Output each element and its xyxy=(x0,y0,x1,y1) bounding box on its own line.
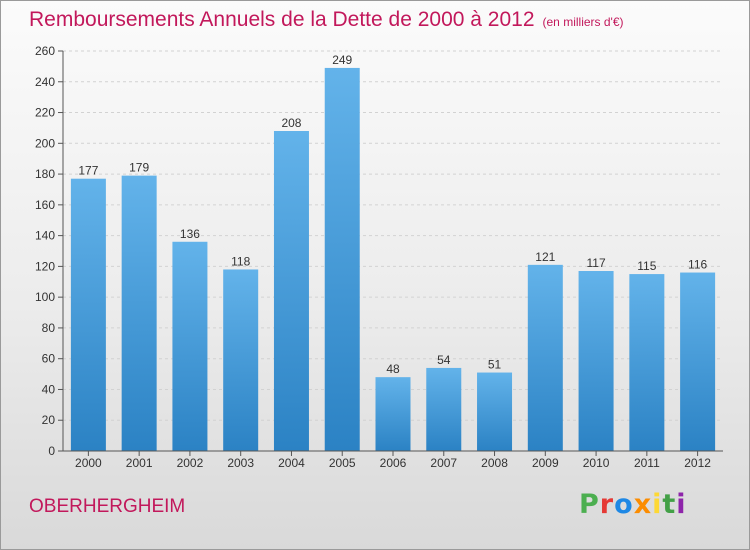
y-tick-label: 60 xyxy=(42,352,56,366)
bar-value-label: 249 xyxy=(332,53,352,67)
x-tick-label: 2011 xyxy=(634,456,660,470)
logo-letter: t xyxy=(662,489,677,520)
bar xyxy=(578,271,614,451)
bar-value-label: 136 xyxy=(180,227,200,241)
y-tick-label: 140 xyxy=(35,229,55,243)
bar xyxy=(629,274,665,451)
y-tick-label: 260 xyxy=(35,44,55,58)
x-tick-label: 2001 xyxy=(126,456,153,470)
x-tick-label: 2002 xyxy=(177,456,204,470)
bar xyxy=(172,241,208,451)
bar xyxy=(375,377,411,451)
bars: 177 179 136 118 208 249 48 54 51 121 117 115 116 xyxy=(70,53,716,451)
y-tick-label: 40 xyxy=(42,382,56,396)
bar-value-label: 48 xyxy=(386,362,400,376)
y-tick-label: 0 xyxy=(48,444,55,458)
bar xyxy=(324,67,360,451)
x-tick-label: 2008 xyxy=(481,456,508,470)
chart-title: Remboursements Annuels de la Dette de 20… xyxy=(29,8,624,32)
x-tick-label: 2004 xyxy=(278,456,305,470)
x-tick-label: 2000 xyxy=(75,456,102,470)
unit-note: (en milliers d'€) xyxy=(542,15,624,29)
x-tick-label: 2010 xyxy=(583,456,610,470)
bar-value-label: 177 xyxy=(78,164,98,178)
bar xyxy=(426,367,462,451)
x-tick-label: 2006 xyxy=(380,456,407,470)
bar-value-label: 54 xyxy=(437,353,451,367)
bar-value-label: 51 xyxy=(488,358,502,372)
y-tick-label: 240 xyxy=(35,75,55,89)
logo-letter: P xyxy=(579,489,600,520)
bar-value-label: 118 xyxy=(231,254,250,268)
logo-letter: i xyxy=(652,489,663,520)
bar xyxy=(223,269,259,451)
bar xyxy=(527,264,563,451)
bar xyxy=(70,178,106,451)
bar-value-label: 115 xyxy=(637,259,656,273)
bar-value-label: 116 xyxy=(688,258,707,272)
commune-name: OBERHERGHEIM xyxy=(29,496,186,517)
x-tick-label: 2005 xyxy=(329,456,356,470)
y-tick-label: 80 xyxy=(42,321,56,335)
y-tick-label: 180 xyxy=(35,167,55,181)
logo-letter: r xyxy=(599,489,615,520)
bar xyxy=(273,131,309,451)
y-tick-label: 160 xyxy=(35,198,55,212)
y-tick-label: 200 xyxy=(35,136,55,150)
y-tick-label: 100 xyxy=(35,290,55,304)
x-tick-label: 2009 xyxy=(532,456,559,470)
x-tick-label: 2007 xyxy=(430,456,457,470)
axes: 0 20 40 60 80 100 120 140 160 180 200 220 240 260 2000… xyxy=(35,44,723,470)
logo-letter: x xyxy=(633,489,653,520)
bar-value-label: 121 xyxy=(535,250,555,264)
chart-title-text: Remboursements Annuels de la Dette de 20… xyxy=(29,8,535,31)
y-tick-label: 120 xyxy=(35,259,55,273)
logo-letter: i xyxy=(676,489,687,520)
bar-value-label: 117 xyxy=(587,256,606,270)
x-tick-label: 2003 xyxy=(227,456,254,470)
bar-value-label: 179 xyxy=(129,161,149,175)
proxiti-logo: Proxiti xyxy=(579,489,687,520)
bar xyxy=(121,175,157,451)
bar xyxy=(680,272,716,451)
y-tick-label: 20 xyxy=(42,413,56,427)
y-tick-label: 220 xyxy=(35,106,55,120)
logo-letter: o xyxy=(614,489,634,520)
bar-value-label: 208 xyxy=(281,116,301,130)
x-tick-label: 2012 xyxy=(684,456,711,470)
bar xyxy=(477,372,513,451)
